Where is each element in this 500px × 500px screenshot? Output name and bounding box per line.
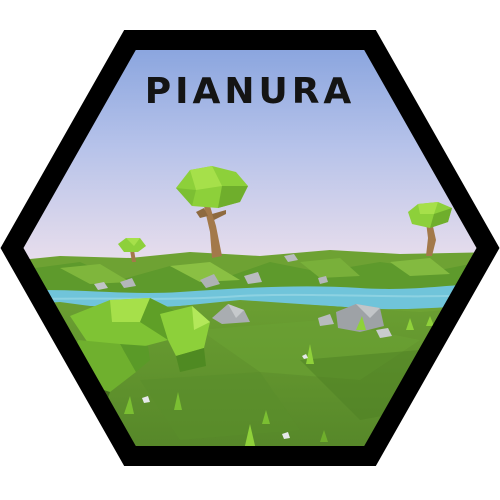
pebbles [142, 354, 308, 439]
rocks [94, 254, 392, 338]
tree-right [408, 202, 452, 256]
tree-left-small [118, 238, 146, 262]
grass-tufts [124, 316, 434, 450]
tree-center [176, 166, 248, 258]
biome-title: PIANURA [144, 71, 356, 112]
hexagon-frame [0, 30, 500, 466]
